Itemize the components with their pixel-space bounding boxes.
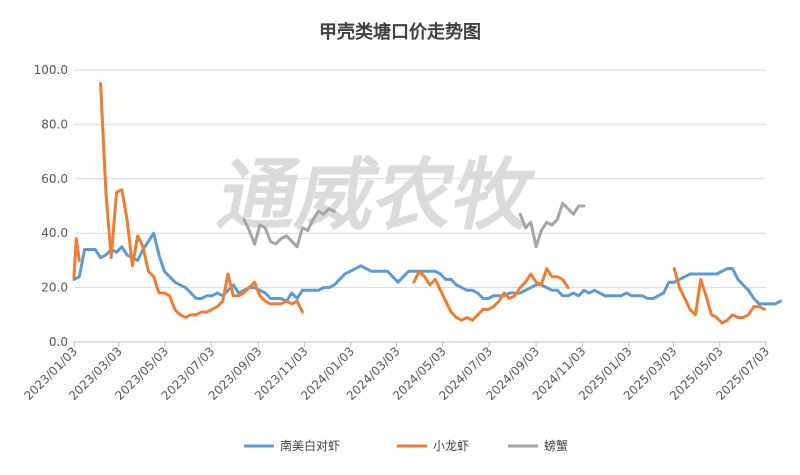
legend-label-1: 南美白对虾	[280, 438, 340, 453]
y-tick-label: 0.0	[49, 335, 68, 349]
y-tick-label: 40.0	[41, 226, 68, 240]
plot-area	[72, 82, 782, 325]
x-axis: 2023/01/032023/03/032023/05/032023/07/03…	[21, 342, 772, 403]
grid	[74, 69, 766, 343]
y-axis: 0.0 20.0 40.0 60.0 80.0 100.0	[34, 63, 68, 349]
series-line-3	[518, 201, 586, 249]
y-tick-label: 60.0	[41, 172, 68, 186]
series-line-2	[412, 267, 570, 322]
series-line-2	[672, 267, 766, 325]
legend-label-3: 螃蟹	[544, 438, 568, 453]
y-tick-label: 20.0	[41, 281, 68, 295]
series-line-3	[242, 207, 336, 249]
legend: 南美白对虾 小龙虾 螃蟹	[244, 438, 568, 453]
watermark-text: 通威农牧	[211, 150, 542, 241]
legend-label-2: 小龙虾	[433, 439, 469, 453]
chart-title: 甲壳类塘口价走势图	[319, 21, 481, 43]
y-tick-label: 100.0	[34, 63, 68, 77]
y-tick-label: 80.0	[41, 117, 68, 131]
series-line-1	[72, 231, 782, 306]
series-line-2	[72, 237, 81, 279]
series-line-2	[99, 82, 304, 319]
